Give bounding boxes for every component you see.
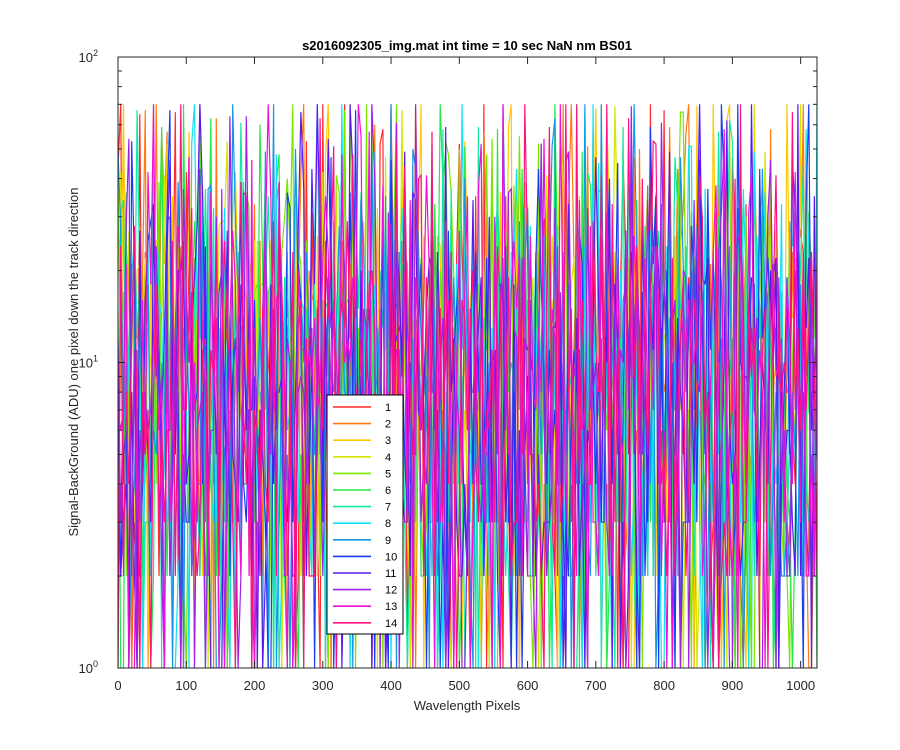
legend-label: 8: [385, 518, 391, 530]
x-tick-label: 1000: [786, 678, 815, 693]
legend-item-10[interactable]: 10: [333, 551, 397, 563]
legend-label: 11: [385, 568, 396, 580]
series-line-4: [118, 104, 817, 668]
legend-item-11[interactable]: 11: [333, 568, 396, 580]
legend-item-2[interactable]: 2: [333, 419, 391, 431]
legend-label: 1: [385, 402, 391, 414]
legend-label: 12: [385, 585, 397, 597]
y-tick-base: 10: [79, 50, 93, 65]
legend-item-8[interactable]: 8: [333, 518, 391, 530]
y-tick-label: 101: [79, 354, 98, 371]
x-tick-label: 700: [585, 678, 607, 693]
legend-item-14[interactable]: 14: [333, 618, 397, 630]
x-tick-label: 100: [175, 678, 197, 693]
legend-label: 6: [385, 485, 391, 497]
series-line-13: [118, 104, 817, 668]
legend-item-6[interactable]: 6: [333, 485, 391, 497]
legend-item-3[interactable]: 3: [333, 435, 391, 447]
legend-label: 14: [385, 618, 397, 630]
x-tick-label: 400: [380, 678, 402, 693]
legend-item-4[interactable]: 4: [333, 452, 391, 464]
legend-item-12[interactable]: 12: [333, 585, 397, 597]
y-tick-base: 10: [79, 661, 93, 676]
x-tick-label: 800: [653, 678, 675, 693]
legend-item-1[interactable]: 1: [333, 402, 391, 414]
y-tick-label: 100: [79, 659, 98, 676]
legend-label: 9: [385, 535, 391, 547]
x-tick-label: 600: [517, 678, 539, 693]
x-tick-label: 0: [114, 678, 121, 693]
legend-label: 5: [385, 468, 391, 480]
series-layer: [118, 104, 817, 668]
legend-item-7[interactable]: 7: [333, 502, 391, 514]
x-tick-label: 500: [448, 678, 470, 693]
y-axis-label: Signal-BackGround (ADU) one pixel down t…: [66, 187, 81, 536]
y-tick-exponent: 1: [93, 354, 98, 364]
legend-label: 4: [385, 452, 391, 464]
x-tick-label: 200: [244, 678, 266, 693]
y-tick-base: 10: [79, 356, 93, 371]
x-tick-label: 300: [312, 678, 334, 693]
legend-item-9[interactable]: 9: [333, 535, 391, 547]
y-tick-exponent: 0: [93, 659, 98, 669]
legend-item-13[interactable]: 13: [333, 601, 397, 613]
legend-label: 7: [385, 502, 391, 514]
x-tick-label: 900: [722, 678, 744, 693]
series-line-11: [118, 104, 817, 668]
y-tick-exponent: 2: [93, 48, 98, 58]
legend-label: 3: [385, 435, 391, 447]
legend-label: 2: [385, 419, 391, 431]
x-axis-label: Wavelength Pixels: [414, 698, 521, 713]
legend-label: 10: [385, 551, 397, 563]
legend-box[interactable]: [326, 394, 404, 635]
legend-label: 13: [385, 601, 397, 613]
y-tick-label: 102: [79, 48, 98, 65]
x-axis: 0 100 200 300 400 500 600 700 800 900 1000: [114, 57, 815, 693]
legend-item-5[interactable]: 5: [333, 468, 391, 480]
series-line-14: [118, 104, 817, 668]
chart-title: s2016092305_img.mat int time = 10 sec Na…: [302, 38, 632, 53]
